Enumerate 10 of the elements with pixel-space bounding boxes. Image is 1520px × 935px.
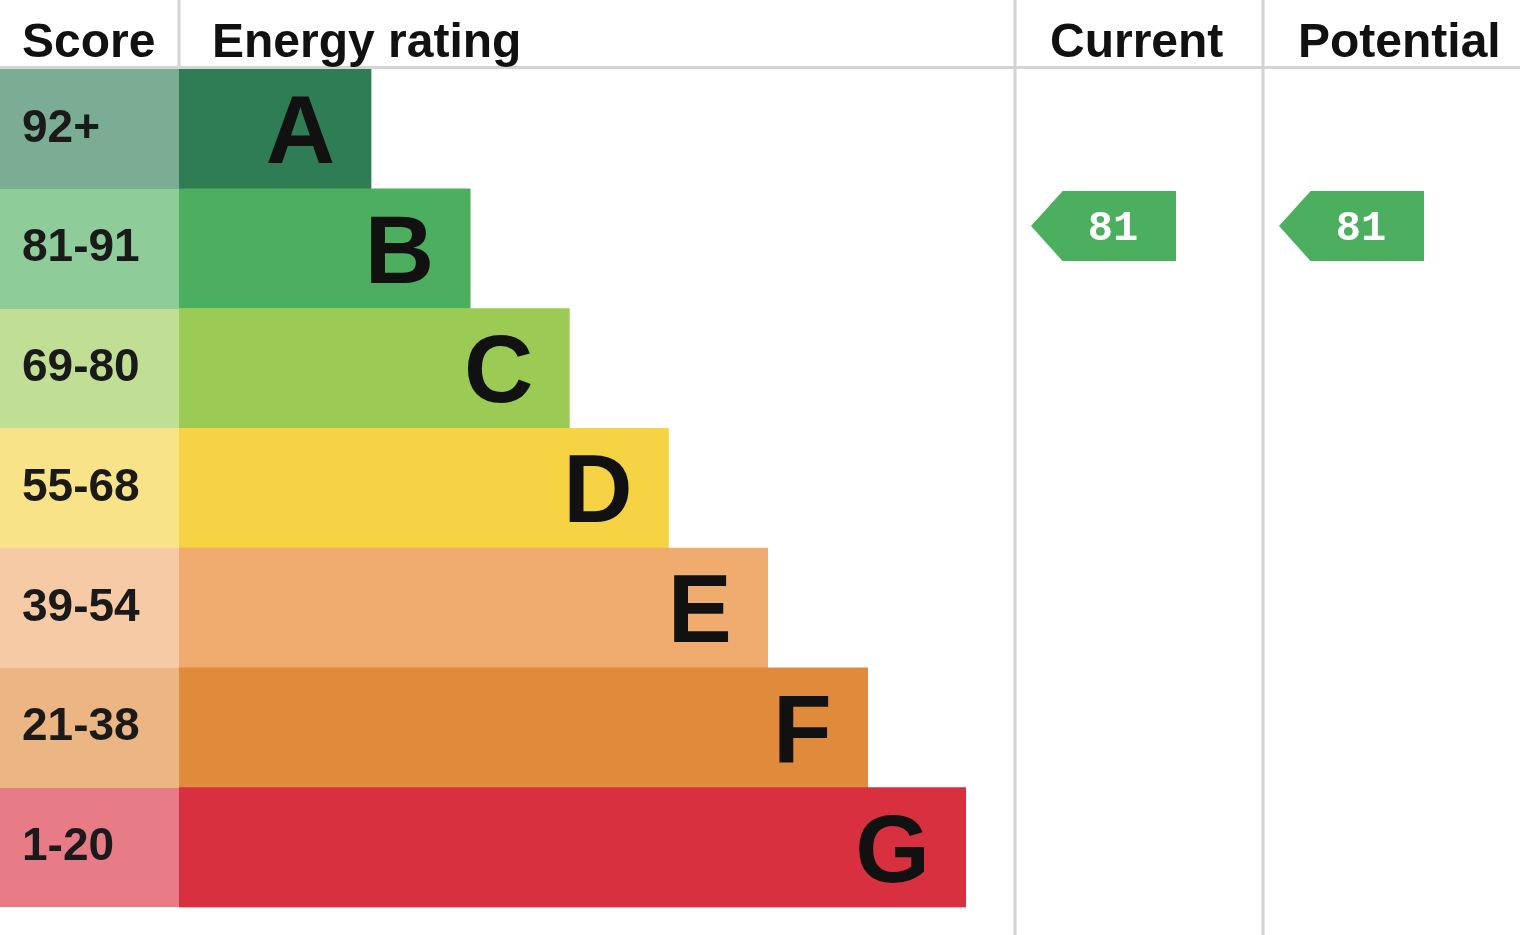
- y-axis-title: Score: [22, 14, 156, 67]
- text: Potential: [1298, 14, 1501, 67]
- y-tick-label: 55-68: [22, 458, 140, 511]
- text: 81: [1335, 204, 1387, 253]
- y-tick-label: 92+: [22, 99, 101, 152]
- y-tick-label: 1-20: [22, 818, 115, 871]
- y-tick-label: 21-38: [22, 698, 140, 751]
- y-tick-label: 69-80: [22, 339, 140, 392]
- y-tick-label: 39-54: [22, 578, 141, 631]
- y-tick-label: 81-91: [22, 219, 140, 272]
